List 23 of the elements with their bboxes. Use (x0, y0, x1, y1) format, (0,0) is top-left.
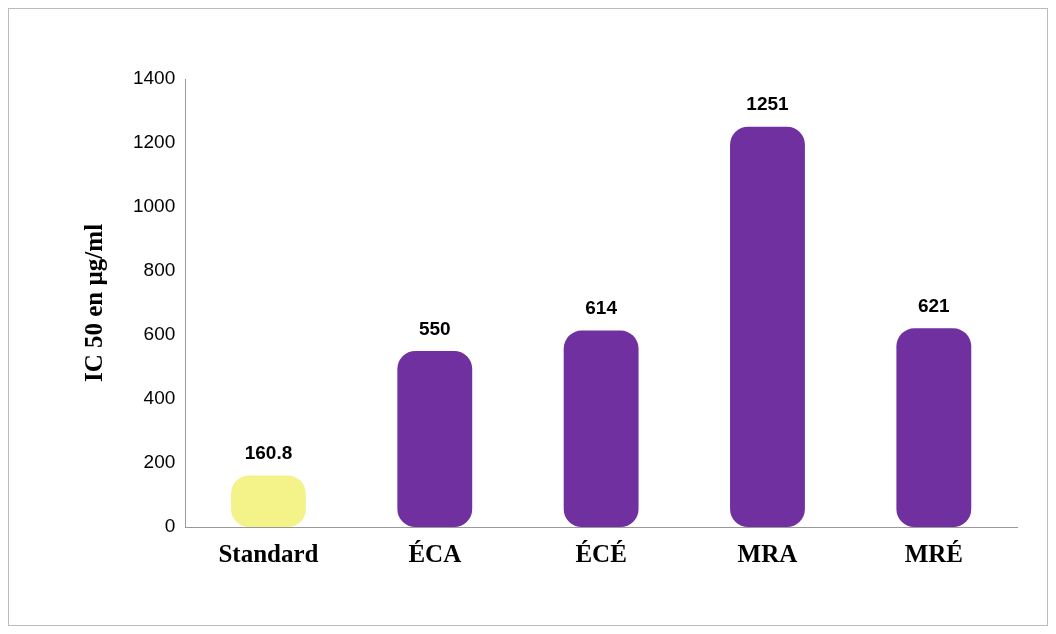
data-label: 614 (585, 297, 618, 319)
x-tick-label: ÉCA (408, 540, 462, 568)
x-tick-label: ÉCÉ (575, 540, 627, 568)
bar (730, 126, 805, 527)
bar (896, 328, 972, 527)
data-label: 1251 (746, 93, 790, 115)
data-label: 160.8 (244, 442, 293, 464)
x-tick-label: MRA (737, 540, 798, 568)
x-tick-label: Standard (218, 540, 319, 568)
y-tick-label: 0 (164, 515, 176, 537)
y-tick-label: 800 (143, 259, 176, 281)
bar (397, 351, 473, 527)
data-label: 621 (917, 295, 951, 317)
y-tick-label: 200 (143, 451, 176, 473)
data-label: 550 (418, 317, 451, 339)
y-axis-title: IC 50 en µg/ml (80, 223, 108, 383)
y-tick-label: 1200 (132, 131, 176, 153)
bar (563, 330, 639, 527)
y-tick-label: 600 (143, 323, 176, 345)
y-tick-label: 1000 (132, 195, 176, 217)
y-tick-label: 400 (143, 387, 176, 409)
y-tick-label: 1400 (132, 67, 176, 89)
x-tick-label: MRÉ (904, 540, 963, 568)
